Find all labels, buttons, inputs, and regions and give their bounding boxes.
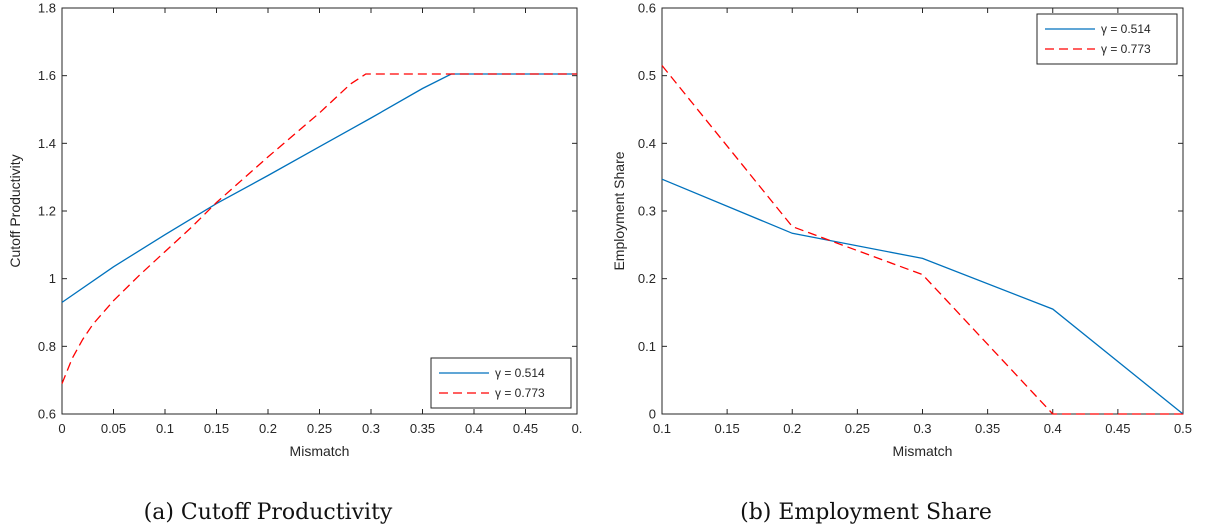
- x-tick-label: 0.2: [783, 421, 801, 436]
- x-tick-label: 0.5: [1174, 421, 1192, 436]
- x-tick-label: 0.25: [845, 421, 870, 436]
- x-tick-label: 0.25: [307, 421, 332, 436]
- y-tick-label: 1.8: [38, 1, 56, 16]
- y-tick-label: 0.5: [638, 68, 656, 83]
- x-tick-label: 0.3: [913, 421, 931, 436]
- x-tick-label: 0.1: [653, 421, 671, 436]
- y-tick-label: 1.4: [38, 136, 56, 151]
- y-tick-label: 0.2: [638, 271, 656, 286]
- legend: γ = 0.514 γ = 0.773: [430, 357, 572, 409]
- x-tick-label: 0.15: [714, 421, 739, 436]
- x-tick-label: 0.2: [259, 421, 277, 436]
- x-tick-label: 0.35: [410, 421, 435, 436]
- x-tick-label: 0.45: [1105, 421, 1130, 436]
- x-tick-label: 0.05: [101, 421, 126, 436]
- x-tick-label: 0.: [572, 421, 583, 436]
- legend-label: γ = 0.514: [1101, 22, 1151, 36]
- series-line-2: [661, 65, 1183, 415]
- y-axis-label: Cutoff Productivity: [7, 154, 23, 267]
- x-tick-label: 0.4: [1044, 421, 1062, 436]
- chart-a: 0 0.05 0.1 0.15 0.2 0.25 0.3 0.35 0.4 0.45 0. 0.6 0.…: [7, 1, 582, 526]
- x-axis-label: Mismatch: [893, 443, 953, 459]
- x-axis-label: Mismatch: [290, 443, 350, 459]
- legend-box: [430, 357, 572, 409]
- legend-label: γ = 0.773: [1101, 42, 1151, 56]
- x-tick-label: 0.4: [465, 421, 483, 436]
- figure-caption: (b) Employment Share: [740, 500, 992, 525]
- x-tick-label: 0.15: [204, 421, 229, 436]
- legend: γ = 0.514 γ = 0.773: [1036, 13, 1178, 65]
- y-tick-label: 0.6: [38, 407, 56, 422]
- x-tick-label: 0.1: [156, 421, 174, 436]
- legend-label: γ = 0.514: [495, 366, 545, 380]
- x-tick-label: 0.45: [513, 421, 538, 436]
- y-tick-label: 0.1: [638, 339, 656, 354]
- x-tick-label: 0.3: [362, 421, 380, 436]
- x-tick-label: 0.35: [975, 421, 1000, 436]
- legend-box: [1036, 13, 1178, 65]
- y-tick-label: 0.3: [638, 204, 656, 219]
- x-tick-label: 0: [58, 421, 65, 436]
- y-axis-label: Employment Share: [611, 151, 627, 270]
- y-tick-label: 0.4: [638, 136, 656, 151]
- series-line-2: [61, 73, 577, 384]
- figure-caption: (a) Cutoff Productivity: [144, 500, 393, 525]
- y-tick-label: 1.2: [38, 204, 56, 219]
- y-tick-label: 1.6: [38, 68, 56, 83]
- series-line-1: [661, 178, 1184, 415]
- y-tick-label: 1: [49, 271, 56, 286]
- y-tick-label: 0: [649, 407, 656, 422]
- chart-b: 0.1 0.15 0.2 0.25 0.3 0.35 0.4 0.45 0.500.10.20.…: [611, 1, 1192, 526]
- plot-area: [61, 7, 578, 415]
- legend-label: γ = 0.773: [495, 386, 545, 400]
- y-tick-label: 0.8: [38, 339, 56, 354]
- y-tick-label: 0.6: [638, 1, 656, 16]
